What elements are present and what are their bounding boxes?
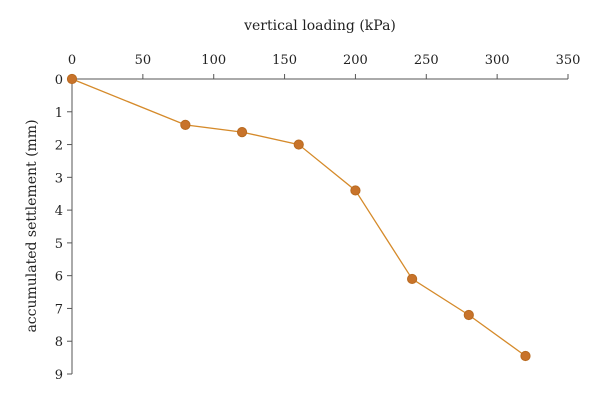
data-point-4 — [350, 185, 361, 196]
y-tick-label-8: 8 — [55, 335, 63, 350]
y-axis-title: accumulated settlement (mm) — [24, 119, 40, 332]
data-point-7 — [520, 350, 531, 362]
data-point-3 — [293, 139, 304, 150]
x-axis-title: vertical loading (kPa) — [243, 18, 396, 34]
x-tick-label-4: 200 — [343, 53, 368, 68]
data-point-6 — [463, 309, 474, 321]
x-tick-label-1: 50 — [135, 53, 152, 68]
x-tick-label-6: 300 — [485, 53, 510, 68]
data-point-1 — [180, 119, 191, 130]
y-tick-label-3: 3 — [55, 171, 63, 186]
y-tick-label-9: 9 — [55, 368, 63, 383]
x-tick-label-3: 150 — [272, 53, 297, 68]
y-tick-label-7: 7 — [55, 302, 63, 317]
x-axis-ticks: 0 50 100 150 200 250 300 350 — [68, 53, 581, 79]
x-tick-label-2: 100 — [201, 53, 226, 68]
y-tick-label-4: 4 — [55, 204, 63, 219]
y-tick-label-5: 5 — [55, 237, 63, 252]
y-tick-label-6: 6 — [55, 270, 63, 285]
data-point-5 — [407, 273, 418, 285]
x-tick-label-0: 0 — [68, 53, 76, 68]
data-point-0 — [66, 73, 78, 85]
x-tick-label-7: 350 — [556, 53, 581, 68]
data-point-2 — [236, 127, 248, 138]
series-0-line — [71, 78, 526, 357]
y-axis-ticks: 0 1 2 3 4 5 6 7 8 9 — [55, 73, 72, 383]
y-tick-label-2: 2 — [55, 139, 63, 154]
x-tick-label-5: 250 — [414, 53, 439, 68]
series-layer — [66, 73, 531, 362]
y-tick-label-0: 0 — [55, 73, 63, 88]
y-tick-label-1: 1 — [55, 106, 63, 121]
